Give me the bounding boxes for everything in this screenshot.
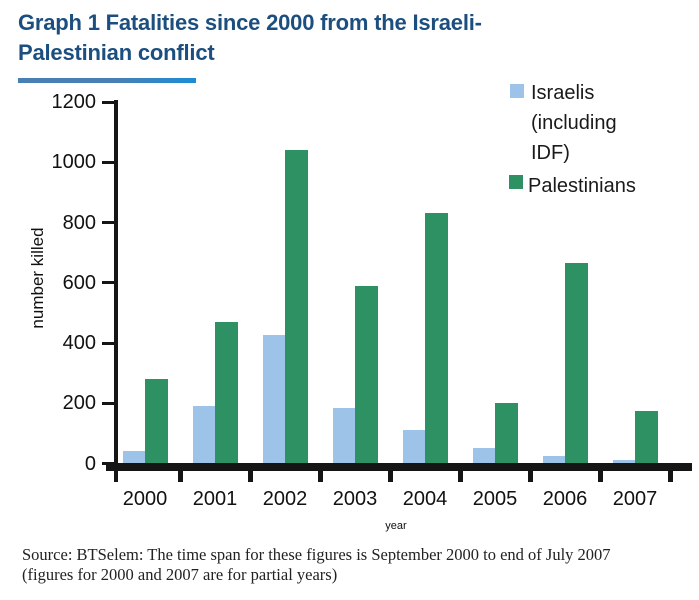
y-tick-label-200: 200: [62, 392, 96, 415]
y-tick-label-1000: 1000: [51, 151, 97, 174]
x-tick-2001: [248, 463, 253, 482]
bar-israelis-2007: [613, 460, 635, 464]
y-tick-label-1200: 1200: [51, 91, 97, 113]
bar-palestinians-2005: [495, 403, 518, 464]
legend-israelis-swatch: [510, 84, 524, 98]
y-tick-200: [102, 401, 115, 405]
source-note-line-2: (figures for 2000 and 2007 are for parti…: [22, 565, 338, 584]
x-tick-label-2002: 2002: [262, 488, 308, 510]
x-axis-title: year: [385, 520, 407, 532]
bar-israelis-2004: [403, 430, 425, 464]
x-tick-2000: [178, 463, 183, 482]
bar-palestinians-2006: [565, 263, 588, 464]
legend-palestinians-label: Palestinians: [528, 175, 636, 197]
legend-israelis-label: Israelis (including IDF): [531, 78, 617, 168]
x-tick-label-2001: 2001: [192, 488, 238, 510]
chart-title-line-2: Palestinian conflict: [18, 40, 215, 65]
bar-israelis-2000: [123, 451, 145, 464]
x-tick-label-2003: 2003: [332, 488, 378, 510]
bar-israelis-2001: [193, 406, 215, 464]
x-tick-label-2006: 2006: [542, 488, 588, 510]
legend-palestinians-swatch: [509, 175, 523, 189]
bar-palestinians-2007: [635, 410, 658, 464]
x-tick-label-2005: 2005: [472, 488, 518, 510]
y-tick-400: [102, 341, 115, 345]
y-tick-label-0: 0: [84, 452, 96, 475]
bar-israelis-2003: [333, 407, 355, 464]
x-tick-label-2007: 2007: [612, 488, 658, 510]
y-tick-600: [102, 281, 115, 285]
x-tick-label-2004: 2004: [402, 488, 448, 510]
bar-israelis-2006: [543, 455, 565, 464]
source-note-line-1: Source: BTSelem: The time span for these…: [22, 545, 611, 564]
bar-palestinians-2002: [285, 150, 308, 464]
y-tick-1000: [102, 160, 115, 164]
bar-palestinians-2000: [145, 379, 168, 464]
bar-israelis-2002: [263, 335, 285, 464]
y-tick-label-800: 800: [62, 211, 96, 234]
x-tick-2007: [668, 463, 673, 482]
source-note: Source: BTSelem: The time span for these…: [22, 545, 694, 585]
x-axis-line: [106, 463, 692, 471]
chart-title: Graph 1 Fatalities since 2000 from the I…: [18, 8, 504, 68]
legend-israelis-label-line-3: IDF): [531, 142, 570, 164]
y-tick-800: [102, 221, 115, 224]
legend-israelis-label-line-2: (including: [531, 112, 617, 134]
bar-palestinians-2001: [215, 321, 238, 464]
title-underline: [18, 78, 196, 83]
y-tick-label-400: 400: [62, 332, 96, 354]
y-tick-label-600: 600: [62, 271, 96, 294]
legend-israelis-label-line-1: Israelis: [531, 82, 595, 104]
bar-palestinians-2003: [355, 285, 378, 464]
x-tick-2004: [458, 463, 463, 482]
bar-israelis-2005: [473, 448, 495, 464]
x-tick-2002: [318, 463, 323, 482]
chart-title-line-1: Graph 1 Fatalities since 2000 from the I…: [18, 10, 482, 35]
y-tick-1200: [102, 100, 115, 104]
x-tick-2006: [598, 463, 603, 482]
y-axis-line: [114, 100, 118, 482]
x-tick-2003: [388, 463, 393, 482]
bar-palestinians-2004: [425, 213, 448, 464]
x-tick-2005: [528, 463, 533, 482]
x-tick-label-2000: 2000: [122, 488, 168, 510]
